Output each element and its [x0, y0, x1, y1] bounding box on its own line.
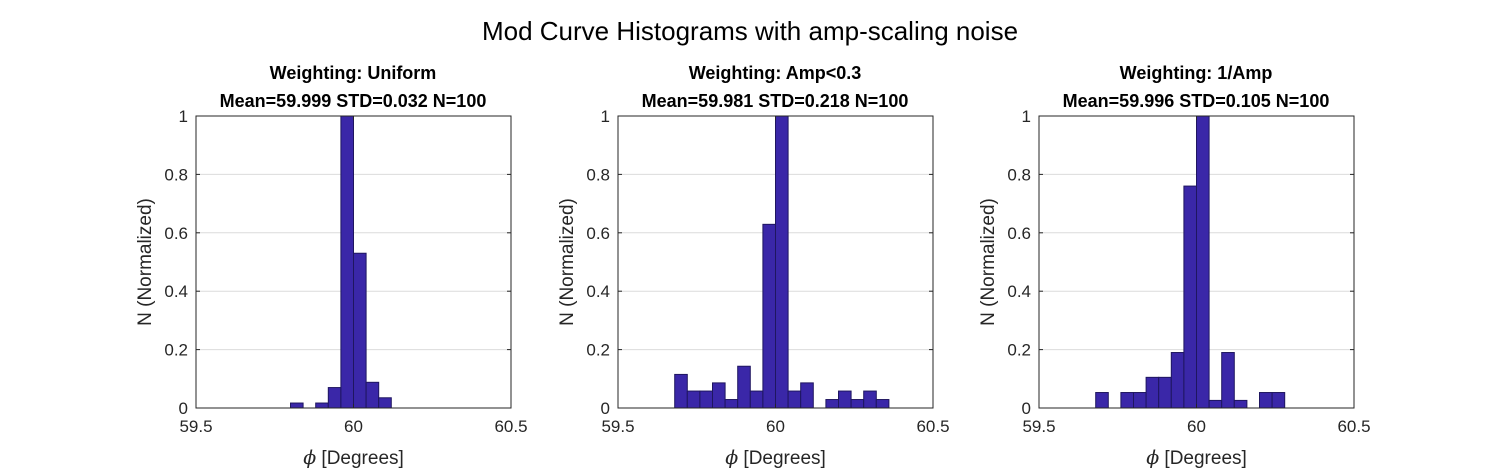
- x-tick-label: 60.5: [1337, 417, 1370, 436]
- y-tick-label: 0.8: [586, 165, 610, 184]
- subplot-subtitle: Mean=59.981 STD=0.218 N=100: [642, 91, 909, 111]
- histogram-bar: [1133, 392, 1147, 409]
- histogram-bar: [875, 399, 890, 409]
- y-tick-label: 0: [601, 399, 610, 418]
- subplot-title: Weighting: Uniform: [270, 63, 437, 83]
- figure-suptitle: Mod Curve Histograms with amp-scaling no…: [482, 16, 1018, 46]
- y-axis-label: N (Normalized): [135, 198, 156, 326]
- histogram-bar: [315, 402, 329, 409]
- y-tick-label: 0: [1022, 399, 1031, 418]
- y-tick-label: 0.8: [1007, 165, 1031, 184]
- histogram-bar: [863, 390, 877, 409]
- y-tick-label: 0.6: [586, 224, 610, 243]
- histogram-bar: [825, 399, 840, 409]
- histogram-bar: [353, 252, 367, 409]
- y-tick-label: 0.4: [586, 282, 610, 301]
- histogram-bar: [1170, 352, 1185, 409]
- histogram-bar: [724, 399, 739, 409]
- histogram-bar: [327, 387, 342, 409]
- y-tick-label: 0.4: [164, 282, 188, 301]
- histogram-bar: [1183, 185, 1198, 409]
- x-tick-label: 59.5: [179, 417, 212, 436]
- histogram-bar: [1145, 376, 1160, 409]
- histogram-bar: [749, 390, 764, 409]
- x-tick-label: 60: [1187, 417, 1206, 436]
- y-tick-label: 0: [179, 399, 188, 418]
- x-tick-label: 60.5: [494, 417, 527, 436]
- histogram-bar: [850, 399, 865, 409]
- x-tick-label: 60: [344, 417, 363, 436]
- y-tick-label: 0.2: [164, 341, 188, 360]
- y-tick-label: 0.6: [164, 224, 188, 243]
- y-tick-label: 1: [1022, 107, 1031, 126]
- histogram-bar: [1095, 392, 1109, 409]
- y-axis-label: N (Normalized): [978, 198, 999, 326]
- y-tick-label: 0.8: [164, 165, 188, 184]
- x-tick-label: 60: [766, 417, 785, 436]
- x-axis-label: ϕ [Degrees]: [303, 447, 404, 469]
- subplot-title: Weighting: Amp<0.3: [689, 63, 862, 83]
- histogram-bar: [1158, 376, 1172, 409]
- subplot-inverse-amp: Weighting: 1/Amp Mean=59.996 STD=0.105 N…: [978, 63, 1371, 469]
- histogram-bar: [365, 381, 380, 409]
- x-tick-label: 59.5: [601, 417, 634, 436]
- histogram-bar: [712, 382, 726, 409]
- x-tick-label: 60.5: [916, 417, 949, 436]
- y-tick-label: 0.6: [1007, 224, 1031, 243]
- histogram-bar: [737, 365, 751, 409]
- histogram-bar: [1271, 392, 1286, 409]
- histogram-bar: [775, 115, 789, 409]
- histogram-bar: [699, 390, 714, 409]
- y-tick-label: 0.2: [586, 341, 610, 360]
- subplot-uniform: Weighting: Uniform Mean=59.999 STD=0.032…: [135, 63, 528, 469]
- histogram-bar: [800, 382, 814, 409]
- y-tick-label: 1: [179, 107, 188, 126]
- subplot-subtitle: Mean=59.999 STD=0.032 N=100: [220, 91, 487, 111]
- histogram-bar: [674, 373, 688, 409]
- histogram-bar: [762, 223, 777, 409]
- y-tick-label: 1: [601, 107, 610, 126]
- histogram-bar: [340, 115, 354, 409]
- histogram-bar: [1221, 352, 1235, 409]
- subplot-amp-threshold: Weighting: Amp<0.3 Mean=59.981 STD=0.218…: [557, 63, 950, 469]
- histogram-bar: [787, 390, 802, 409]
- x-axis-label: ϕ [Degrees]: [725, 447, 826, 469]
- histogram-bar: [1233, 399, 1248, 409]
- y-tick-label: 0.2: [1007, 341, 1031, 360]
- histogram-bar: [686, 390, 701, 409]
- histogram-bar: [1259, 392, 1273, 409]
- histogram-bar: [1196, 115, 1210, 409]
- histogram-bar: [1120, 392, 1135, 409]
- subplot-title: Weighting: 1/Amp: [1120, 63, 1273, 83]
- subplot-subtitle: Mean=59.996 STD=0.105 N=100: [1063, 91, 1330, 111]
- histogram-bar: [378, 397, 392, 409]
- histogram-bar: [838, 390, 852, 409]
- y-axis-label: N (Normalized): [557, 198, 578, 326]
- y-tick-label: 0.4: [1007, 282, 1031, 301]
- histogram-bar: [1208, 399, 1223, 409]
- x-tick-label: 59.5: [1022, 417, 1055, 436]
- x-axis-label: ϕ [Degrees]: [1146, 447, 1247, 469]
- histogram-bar: [290, 402, 304, 409]
